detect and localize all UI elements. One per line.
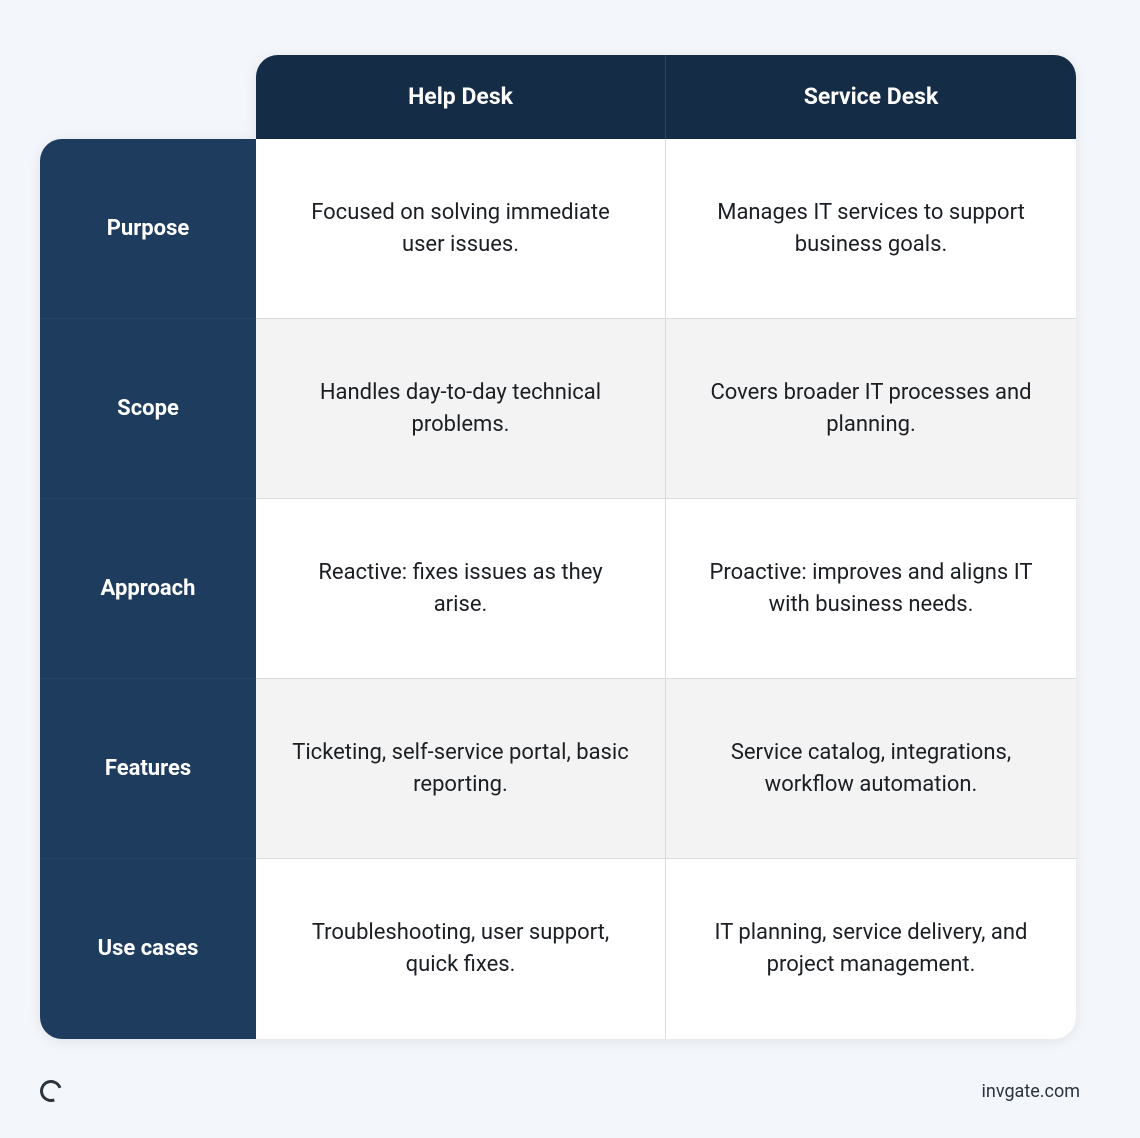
table-shadow-wrap: Help Desk Service Desk Purpose Focused o…: [40, 55, 1080, 1039]
cell-features-help-desk: Ticketing, self-service portal, basic re…: [256, 679, 666, 859]
row-header-features: Features: [40, 679, 256, 859]
row-header-purpose: Purpose: [40, 139, 256, 319]
cell-approach-service-desk: Proactive: improves and aligns IT with b…: [666, 499, 1076, 679]
cell-purpose-service-desk: Manages IT services to support business …: [666, 139, 1076, 319]
comparison-table: Help Desk Service Desk Purpose Focused o…: [40, 55, 1080, 1039]
cell-purpose-help-desk: Focused on solving immediate user issues…: [256, 139, 666, 319]
comparison-infographic: Help Desk Service Desk Purpose Focused o…: [0, 0, 1140, 1138]
table-corner-empty: [40, 55, 256, 139]
footer: invgate.com: [40, 1080, 1080, 1102]
footer-site-text: invgate.com: [982, 1081, 1080, 1102]
cell-approach-help-desk: Reactive: fixes issues as they arise.: [256, 499, 666, 679]
cell-use-cases-service-desk: IT planning, service delivery, and proje…: [666, 859, 1076, 1039]
row-header-use-cases: Use cases: [40, 859, 256, 1039]
row-header-approach: Approach: [40, 499, 256, 679]
cell-scope-service-desk: Covers broader IT processes and planning…: [666, 319, 1076, 499]
cell-features-service-desk: Service catalog, integrations, workflow …: [666, 679, 1076, 859]
invgate-logo-icon: [36, 1076, 65, 1105]
cell-use-cases-help-desk: Troubleshooting, user support, quick fix…: [256, 859, 666, 1039]
row-header-scope: Scope: [40, 319, 256, 499]
column-header-help-desk: Help Desk: [256, 55, 666, 139]
column-header-service-desk: Service Desk: [666, 55, 1076, 139]
cell-scope-help-desk: Handles day-to-day technical problems.: [256, 319, 666, 499]
